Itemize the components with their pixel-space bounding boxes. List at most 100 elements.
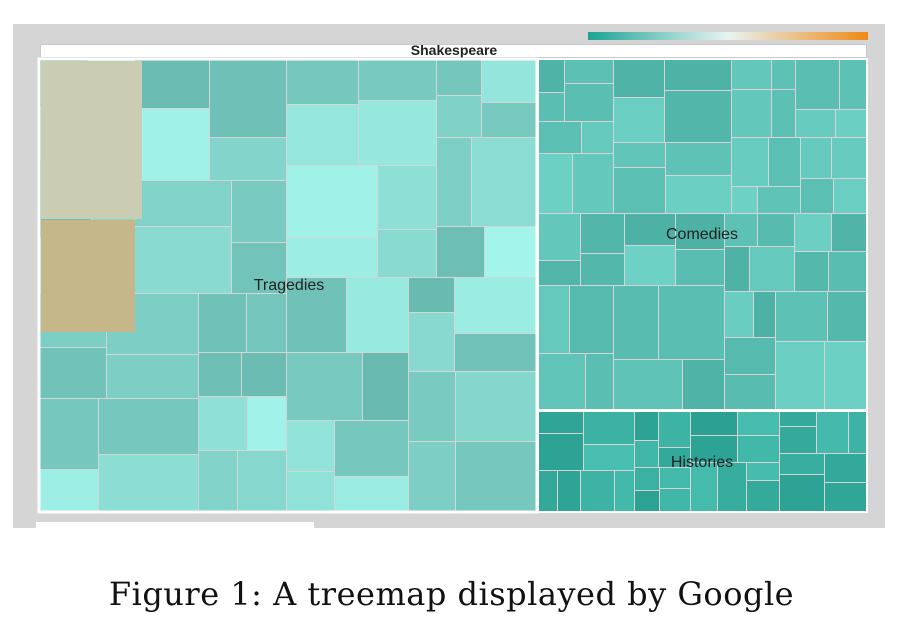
treemap-leaf-cell[interactable] — [772, 90, 795, 137]
treemap-leaf-cell[interactable] — [635, 441, 658, 467]
treemap-leaf-cell[interactable] — [437, 227, 484, 277]
treemap-highlight-cell[interactable] — [41, 220, 135, 332]
treemap-leaf-cell[interactable] — [614, 286, 658, 359]
treemap-leaf-cell[interactable] — [732, 187, 757, 213]
treemap-leaf-cell[interactable] — [738, 436, 779, 462]
treemap-leaf-cell[interactable] — [584, 412, 634, 444]
treemap-leaf-cell[interactable] — [828, 292, 866, 341]
treemap-leaf-cell[interactable] — [614, 168, 665, 213]
treemap-leaf-cell[interactable] — [40, 348, 106, 398]
treemap-leaf-cell[interactable] — [614, 360, 682, 409]
treemap-leaf-cell[interactable] — [210, 60, 286, 137]
treemap-leaf-cell[interactable] — [335, 477, 408, 511]
treemap-leaf-cell[interactable] — [780, 412, 816, 426]
treemap-leaf-cell[interactable] — [732, 90, 771, 137]
treemap-leaf-cell[interactable] — [725, 375, 775, 409]
treemap-leaf-cell[interactable] — [472, 138, 536, 226]
treemap-leaf-cell[interactable] — [614, 60, 664, 97]
treemap-leaf-cell[interactable] — [287, 60, 358, 104]
treemap-leaf-cell[interactable] — [359, 60, 436, 100]
treemap-leaf-cell[interactable] — [660, 468, 690, 488]
treemap-leaf-cell[interactable] — [107, 355, 198, 398]
treemap-leaf-cell[interactable] — [581, 471, 614, 511]
treemap-leaf-cell[interactable] — [378, 166, 436, 229]
treemap-leaf-cell[interactable] — [660, 489, 690, 511]
treemap-leaf-cell[interactable] — [659, 448, 690, 467]
treemap-leaf-cell[interactable] — [437, 96, 481, 137]
treemap-leaf-cell[interactable] — [676, 250, 724, 285]
treemap-leaf-cell[interactable] — [776, 292, 827, 341]
treemap-leaf-cell[interactable] — [676, 214, 724, 249]
treemap-highlight-cell[interactable] — [41, 61, 142, 219]
treemap-leaf-cell[interactable] — [565, 84, 613, 121]
treemap-leaf-cell[interactable] — [287, 238, 377, 277]
treemap-leaf-cell[interactable] — [199, 397, 247, 450]
treemap-leaf-cell[interactable] — [539, 214, 580, 260]
treemap-leaf-cell[interactable] — [829, 252, 866, 291]
treemap-leaf-cell[interactable] — [582, 122, 613, 153]
treemap-leaf-cell[interactable] — [135, 109, 209, 180]
treemap-leaf-cell[interactable] — [135, 181, 231, 226]
treemap-leaf-cell[interactable] — [795, 214, 831, 251]
treemap-leaf-cell[interactable] — [359, 101, 436, 165]
scrollbar[interactable] — [36, 522, 314, 528]
treemap-leaf-cell[interactable] — [665, 60, 731, 90]
treemap-leaf-cell[interactable] — [99, 455, 198, 511]
treemap-leaf-cell[interactable] — [586, 354, 613, 409]
treemap-leaf-cell[interactable] — [437, 60, 481, 95]
treemap-leaf-cell[interactable] — [725, 247, 749, 291]
treemap-leaf-cell[interactable] — [135, 227, 231, 293]
treemap-leaf-cell[interactable] — [232, 243, 286, 293]
treemap-leaf-cell[interactable] — [199, 451, 237, 511]
treemap-leaf-cell[interactable] — [573, 154, 613, 213]
treemap-leaf-cell[interactable] — [232, 181, 286, 242]
treemap-leaf-cell[interactable] — [287, 105, 358, 165]
treemap-leaf-cell[interactable] — [832, 214, 866, 251]
treemap-leaf-cell[interactable] — [287, 166, 377, 237]
treemap-leaf-cell[interactable] — [539, 93, 564, 121]
treemap-leaf-cell[interactable] — [725, 214, 757, 246]
treemap-leaf-cell[interactable] — [455, 278, 536, 333]
treemap-leaf-cell[interactable] — [840, 60, 866, 109]
treemap-leaf-cell[interactable] — [539, 154, 572, 213]
treemap-leaf-cell[interactable] — [482, 103, 536, 137]
treemap-leaf-cell[interactable] — [801, 138, 831, 178]
treemap-leaf-cell[interactable] — [754, 292, 775, 337]
treemap-leaf-cell[interactable] — [539, 354, 585, 409]
treemap-leaf-cell[interactable] — [683, 360, 724, 409]
treemap-leaf-cell[interactable] — [780, 427, 816, 453]
treemap-leaf-cell[interactable] — [565, 60, 613, 83]
treemap-leaf-cell[interactable] — [40, 399, 98, 469]
treemap-leaf-cell[interactable] — [691, 436, 737, 462]
treemap-leaf-cell[interactable] — [485, 227, 536, 277]
treemap-leaf-cell[interactable] — [456, 442, 536, 511]
treemap-leaf-cell[interactable] — [665, 91, 731, 142]
treemap-leaf-cell[interactable] — [635, 468, 659, 490]
treemap-leaf-cell[interactable] — [747, 481, 779, 511]
treemap-leaf-cell[interactable] — [796, 60, 839, 109]
treemap-leaf-cell[interactable] — [248, 397, 286, 450]
treemap-leaf-cell[interactable] — [725, 292, 753, 337]
treemap-leaf-cell[interactable] — [732, 138, 768, 186]
treemap-leaf-cell[interactable] — [817, 412, 848, 453]
treemap-leaf-cell[interactable] — [769, 138, 800, 186]
treemap-leaf-cell[interactable] — [796, 110, 835, 137]
treemap-leaf-cell[interactable] — [455, 334, 536, 371]
treemap-leaf-cell[interactable] — [199, 353, 241, 396]
treemap-leaf-cell[interactable] — [718, 463, 746, 511]
treemap-leaf-cell[interactable] — [409, 313, 454, 371]
treemap-leaf-cell[interactable] — [666, 176, 731, 213]
treemap-leaf-cell[interactable] — [539, 261, 580, 285]
treemap-leaf-cell[interactable] — [780, 454, 824, 474]
treemap-leaf-cell[interactable] — [825, 454, 866, 482]
treemap-leaf-cell[interactable] — [825, 342, 866, 409]
treemap-leaf-cell[interactable] — [287, 278, 346, 352]
treemap-leaf-cell[interactable] — [635, 491, 659, 511]
treemap-leaf-cell[interactable] — [691, 412, 737, 435]
treemap-leaf-cell[interactable] — [801, 179, 833, 213]
treemap-leaf-cell[interactable] — [750, 247, 794, 291]
treemap-leaf-cell[interactable] — [615, 471, 634, 511]
treemap-leaf-cell[interactable] — [99, 399, 198, 454]
treemap-leaf-cell[interactable] — [558, 471, 580, 511]
treemap-leaf-cell[interactable] — [834, 179, 866, 213]
